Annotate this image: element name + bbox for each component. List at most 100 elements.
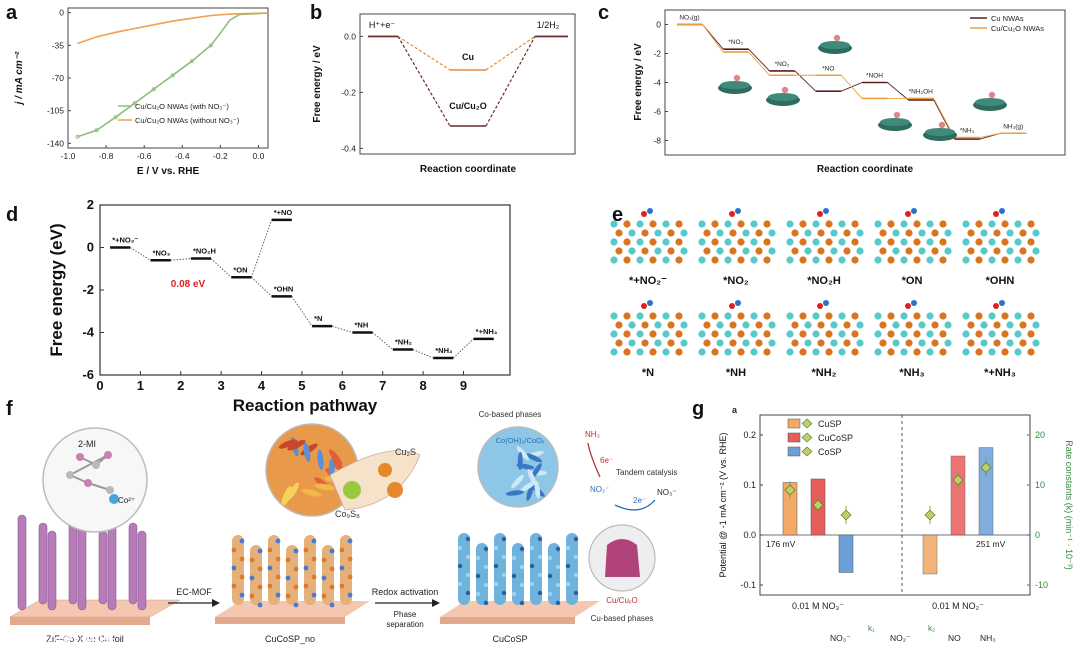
panel-e-adsorbate — [735, 208, 741, 214]
panel-e-atom — [623, 330, 631, 338]
two-e-label: 2e⁻ — [633, 496, 646, 505]
panel-c-adsorbate — [893, 111, 901, 119]
panel-e-atom — [905, 321, 913, 329]
panel-e-atom — [856, 339, 864, 347]
panel-e-atom — [913, 348, 921, 356]
panel-e-atom — [729, 229, 737, 237]
panel-a-legend-2: Cu/Cu₂O NWAs (without NO₃⁻) — [135, 116, 240, 125]
panel-e-structure — [874, 208, 952, 264]
mid-rod-particle — [275, 538, 281, 544]
mid-flake — [301, 488, 322, 497]
panel-d-ytick-label: -2 — [82, 282, 94, 297]
panel-d-connector — [170, 258, 191, 261]
panel-d-connector — [412, 349, 434, 359]
panel-e-atom — [913, 312, 921, 320]
panel-e-atom — [892, 247, 900, 255]
panel-e-atom — [742, 247, 750, 255]
final-rod — [566, 533, 578, 605]
panel-e-label: *NH — [726, 367, 746, 379]
panel-d-annotation: 0.08 eV — [171, 279, 206, 290]
final-rod-particle — [555, 600, 561, 606]
zif-rod — [137, 530, 147, 611]
panel-g-rate-marker — [980, 462, 992, 473]
panel-e-atom — [623, 256, 631, 264]
panel-e-atom — [817, 321, 825, 329]
mid-rod-particle — [267, 583, 273, 589]
panel-g-ytick2-label: 20 — [1035, 430, 1045, 440]
panel-e-atom — [799, 256, 807, 264]
panel-e-adsorbate — [735, 300, 741, 306]
panel-d-xtick-label: 8 — [419, 378, 426, 393]
panel-e-atom — [662, 348, 670, 356]
panel-d-xtick-label: 4 — [258, 378, 266, 393]
mid-rod-particle — [249, 593, 255, 599]
panel-g-group-label: 0.01 M NO₂⁻ — [932, 601, 984, 611]
panel-e-atom — [887, 238, 895, 246]
panel-e-structure — [874, 300, 952, 356]
panel-g-gap-label: 176 mV — [766, 539, 796, 549]
panel-e-atom — [698, 330, 706, 338]
panel-e-atom — [742, 321, 750, 329]
panel-e-atom — [900, 238, 908, 246]
panel-e-atom — [988, 330, 996, 338]
panel-c-slab-top — [720, 81, 750, 89]
panel-e-atom — [636, 312, 644, 320]
panel-e-atom — [988, 256, 996, 264]
zif-caption: ZIF-Co-X on Cu foil — [46, 634, 124, 644]
panel-d-label: d — [6, 204, 19, 226]
panel-d-connector — [332, 325, 353, 333]
panel-e-atom — [913, 330, 921, 338]
panel-c-ytick-label: -4 — [653, 78, 661, 88]
panel-e-atom — [1006, 339, 1014, 347]
step1-label: EC-MOF — [176, 587, 212, 597]
panel-c-slab-top — [768, 93, 798, 101]
final-rod-particle — [457, 581, 463, 587]
panel-e-atom — [988, 348, 996, 356]
panel-e-atom — [926, 238, 934, 246]
panel-e-atom — [892, 321, 900, 329]
panel-d-xtick-label: 1 — [137, 378, 144, 393]
mid-rod-particle — [239, 556, 245, 562]
panel-b-label: b — [310, 2, 323, 24]
mid-rod-particle — [285, 593, 291, 599]
panel-e-atom — [900, 348, 908, 356]
panel-e-atom — [786, 312, 794, 320]
panel-e-atom — [851, 220, 859, 228]
panel-e-atom — [786, 348, 794, 356]
panel-c-slab-top — [975, 98, 1005, 106]
final-rod-particle — [501, 590, 507, 596]
panel-e-atom — [900, 312, 908, 320]
mid-rod-particle — [329, 566, 335, 572]
panel-d-xtick-label: 6 — [339, 378, 346, 393]
panel-e-atom — [786, 330, 794, 338]
panel-a-point — [75, 134, 80, 139]
mid-rod-particle — [347, 592, 353, 598]
panel-e-atom — [662, 330, 670, 338]
panel-e-atom — [737, 312, 745, 320]
panel-d-ytick-label: 2 — [87, 197, 94, 212]
panel-e-atom — [812, 238, 820, 246]
panel-b-connector-1 — [397, 35, 451, 71]
mid-rod-particle — [267, 547, 273, 553]
panel-e-atom — [988, 312, 996, 320]
panel-a-chart: -1.0 -0.8 -0.6 -0.4 -0.2 0.0 0 -35 -70 -105 -140 j… — [14, 7, 269, 177]
panel-e-adsorbate — [647, 208, 653, 214]
co-phases-label: Co-based phases — [479, 410, 542, 419]
panel-e-atom — [856, 321, 864, 329]
panel-a-point — [208, 43, 213, 48]
panel-e-label: e — [612, 204, 624, 226]
panel-a-xtick-label: -0.8 — [99, 151, 114, 161]
panel-e-atom — [636, 330, 644, 338]
six-e-label: 6e⁻ — [600, 456, 613, 465]
panel-e-atom — [786, 220, 794, 228]
panel-e-atom — [980, 321, 988, 329]
panel-c-adsorbate — [733, 74, 741, 82]
panel-d-connector — [453, 338, 474, 359]
panel-e-atom — [711, 312, 719, 320]
zif-bond — [69, 454, 109, 476]
panel-e-atom — [636, 256, 644, 264]
zif-rod — [17, 514, 27, 611]
zif-zoom-circle — [42, 427, 148, 533]
panel-e-atom — [662, 220, 670, 228]
panel-e-atom — [716, 339, 724, 347]
